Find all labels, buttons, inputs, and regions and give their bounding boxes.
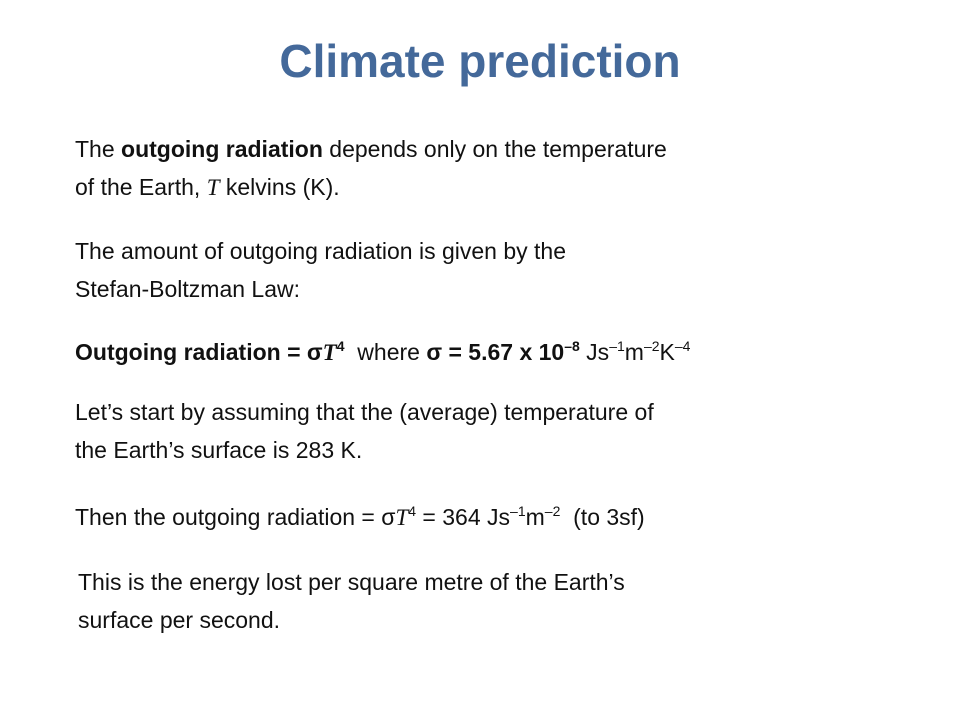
text-line: Then the outgoing radiation = σT4 = 364 … [75, 492, 645, 537]
paragraph: Then the outgoing radiation = σT4 = 364 … [75, 492, 645, 537]
text-run: Outgoing radiation = σ [75, 339, 323, 365]
text-run: of the Earth, [75, 174, 207, 200]
text-line: of the Earth, T kelvins (K). [75, 168, 667, 207]
paragraph: This is the energy lost per square metre… [78, 563, 625, 639]
slide-title: Climate prediction [279, 35, 681, 87]
text-run: m [525, 504, 545, 530]
text-run: surface per second. [78, 607, 281, 633]
text-run: K [659, 339, 675, 365]
text-line: This is the energy lost per square metre… [78, 563, 625, 601]
text-run: = 364 Js [416, 504, 511, 530]
text-run: This is the energy lost per square metre… [78, 569, 625, 595]
text-run: m [624, 339, 644, 365]
text-run: 4 [408, 503, 417, 519]
text-run: Stefan-Boltzman Law: [75, 276, 301, 302]
text-run: The amount of outgoing radiation is give… [75, 238, 566, 264]
paragraph: The amount of outgoing radiation is give… [75, 232, 566, 308]
text-run: –8 [564, 338, 580, 354]
text-run: –2 [643, 338, 660, 354]
text-run: –1 [510, 503, 526, 519]
text-run: T [206, 175, 220, 200]
text-run: –1 [609, 338, 625, 354]
paragraph: Outgoing radiation = σT4 where σ = 5.67 … [75, 327, 690, 372]
text-line: Outgoing radiation = σT4 where σ = 5.67 … [75, 327, 690, 372]
text-line: Stefan-Boltzman Law: [75, 270, 566, 308]
text-run: kelvins (K). [219, 174, 340, 200]
text-run: outgoing radiation [121, 136, 323, 162]
text-line: surface per second. [78, 601, 625, 639]
text-run: (to 3sf) [560, 504, 645, 530]
text-run: Let’s start by assuming that the (averag… [75, 399, 654, 425]
text-line: the Earth’s surface is 283 K. [75, 431, 654, 469]
text-run: 4 [336, 338, 345, 354]
text-run: σ = 5.67 x 10 [426, 339, 565, 365]
text-run: Then the outgoing radiation = σ [75, 504, 396, 530]
text-run: T [395, 505, 409, 530]
text-line: Let’s start by assuming that the (averag… [75, 393, 654, 431]
text-run: Js [579, 339, 610, 365]
text-run: –4 [674, 338, 691, 354]
text-run: the Earth’s surface is 283 K. [75, 437, 363, 463]
text-run: T [322, 340, 337, 365]
text-line: The outgoing radiation depends only on t… [75, 130, 667, 168]
text-run: The [75, 136, 122, 162]
text-line: The amount of outgoing radiation is give… [75, 232, 566, 270]
text-run: depends only on the temperature [322, 136, 667, 162]
text-run: –2 [544, 503, 561, 519]
text-run: where [344, 339, 427, 365]
paragraph: The outgoing radiation depends only on t… [75, 130, 667, 207]
paragraph: Let’s start by assuming that the (averag… [75, 393, 654, 469]
